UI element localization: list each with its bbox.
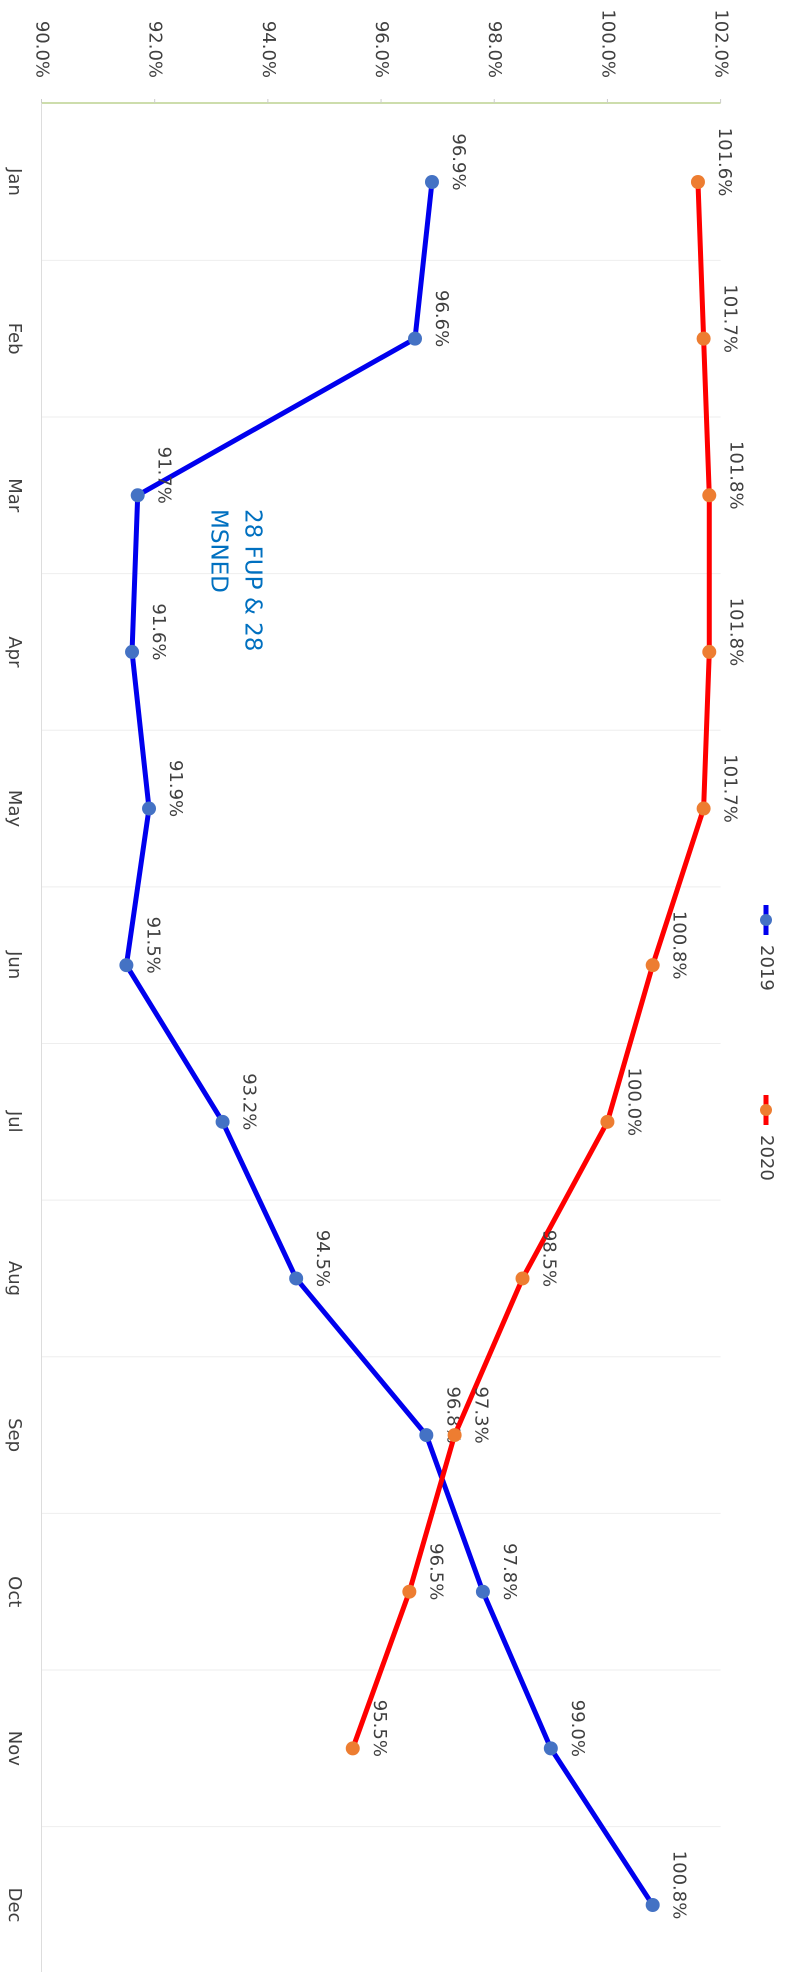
data-point	[419, 1428, 434, 1443]
series-line	[123, 181, 655, 1907]
data-label: 97.3%	[471, 1386, 492, 1443]
x-tick-label: Feb	[4, 323, 25, 355]
data-point	[130, 488, 145, 503]
data-label: 91.5%	[142, 917, 163, 974]
data-point	[289, 1271, 304, 1286]
y-tick-label: 90.0%	[32, 21, 53, 78]
x-tick-label: Apr	[4, 636, 25, 668]
data-label: 98.5%	[539, 1230, 560, 1287]
data-point	[515, 1271, 530, 1286]
data-label: 91.6%	[148, 603, 169, 660]
data-point	[125, 644, 140, 659]
y-tick-label: 96.0%	[371, 21, 392, 78]
data-label: 100.8%	[669, 911, 690, 980]
x-tick-label: Sep	[4, 1418, 25, 1452]
data-point	[447, 1428, 462, 1443]
data-point	[345, 1741, 360, 1756]
data-label: 96.5%	[425, 1543, 446, 1600]
data-label: 99.0%	[567, 1700, 588, 1757]
data-label: 94.5%	[312, 1230, 333, 1287]
data-label: 96.9%	[448, 133, 469, 190]
legend-label: 2020	[756, 1135, 777, 1181]
data-label: 95.5%	[369, 1700, 390, 1757]
legend-label: 2019	[756, 945, 777, 991]
data-label: 101.8%	[725, 598, 746, 667]
data-label: 100.8%	[669, 1851, 690, 1920]
data-label: 91.7%	[154, 447, 175, 504]
data-label: 91.9%	[165, 760, 186, 817]
legend-marker	[760, 1104, 772, 1116]
x-tick-label: Dec	[4, 1888, 25, 1923]
data-point	[702, 644, 717, 659]
data-point	[702, 488, 717, 503]
data-point	[402, 1584, 417, 1599]
x-tick-label: May	[4, 790, 25, 828]
data-label: 101.7%	[720, 754, 741, 823]
annotation: MSNED	[206, 509, 232, 593]
data-label: 101.7%	[720, 284, 741, 353]
rotated-chart: 90.0% 92.0% 94.0% 96.0% 98.0% 100.0% 102.0% Jan…	[4, 9, 777, 1972]
data-point	[424, 175, 439, 189]
x-tick-label: Nov	[4, 1731, 25, 1766]
data-label: 96.6%	[431, 290, 452, 347]
data-point	[600, 1114, 615, 1129]
data-point	[696, 801, 711, 816]
data-point	[543, 1741, 558, 1756]
data-point	[645, 958, 660, 973]
y-tick-label: 98.0%	[484, 21, 505, 78]
x-tick-label: Jun	[4, 950, 25, 979]
y-tick-label: 102.0%	[711, 9, 732, 78]
data-label: 93.2%	[239, 1073, 260, 1130]
x-tick-label: Aug	[4, 1261, 25, 1296]
data-point	[142, 801, 157, 816]
data-point	[408, 331, 423, 346]
data-label: 101.6%	[714, 128, 735, 197]
annotation: 28 FUP & 28	[240, 509, 266, 651]
data-point	[690, 175, 705, 189]
data-point	[215, 1114, 230, 1129]
x-tick-label: Mar	[4, 478, 25, 513]
data-label: 100.0%	[623, 1067, 644, 1136]
y-tick-label: 100.0%	[597, 9, 618, 78]
y-tick-label: 92.0%	[145, 21, 166, 78]
data-point	[119, 958, 134, 973]
y-tick-label: 94.0%	[258, 21, 279, 78]
x-tick-label: Jan	[4, 167, 25, 196]
x-tick-label: Jul	[4, 1110, 25, 1133]
data-label: 101.8%	[725, 441, 746, 510]
data-point	[696, 331, 711, 346]
data-point	[475, 1584, 490, 1599]
data-point	[645, 1898, 660, 1912]
legend-marker	[760, 914, 772, 926]
x-tick-label: Oct	[4, 1576, 25, 1607]
data-label: 97.8%	[499, 1543, 520, 1600]
